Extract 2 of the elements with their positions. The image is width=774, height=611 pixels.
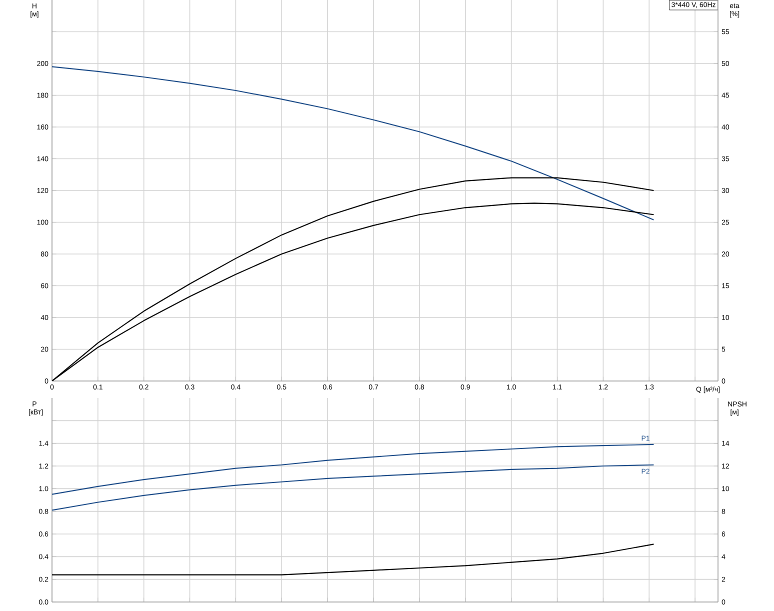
line-series: [52, 66, 654, 220]
line-series: [52, 464, 654, 511]
